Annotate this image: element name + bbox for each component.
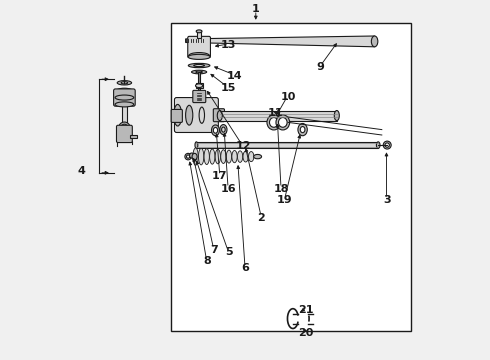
Ellipse shape [121, 82, 127, 84]
Ellipse shape [212, 125, 220, 136]
Ellipse shape [194, 64, 204, 67]
Ellipse shape [174, 104, 182, 126]
Text: 10: 10 [280, 92, 296, 102]
Text: 12: 12 [236, 141, 251, 151]
Ellipse shape [221, 127, 225, 132]
Ellipse shape [187, 155, 190, 158]
Polygon shape [186, 36, 374, 47]
Ellipse shape [189, 53, 210, 59]
Ellipse shape [226, 150, 232, 163]
FancyBboxPatch shape [117, 125, 132, 143]
Ellipse shape [193, 148, 198, 165]
Ellipse shape [270, 117, 278, 127]
Text: 1: 1 [252, 4, 260, 14]
Bar [171, 23, 411, 331]
Ellipse shape [248, 152, 254, 162]
Ellipse shape [196, 30, 202, 33]
Text: 20: 20 [298, 328, 314, 338]
Ellipse shape [116, 88, 132, 93]
Ellipse shape [243, 151, 248, 162]
Ellipse shape [188, 63, 210, 68]
Text: 14: 14 [226, 71, 242, 81]
Text: 3: 3 [383, 195, 391, 205]
Bar [220, 111, 337, 121]
Ellipse shape [383, 141, 391, 149]
Text: 16: 16 [221, 184, 237, 194]
Bar [130, 135, 137, 138]
FancyBboxPatch shape [171, 109, 182, 122]
Ellipse shape [192, 70, 207, 74]
FancyBboxPatch shape [188, 36, 210, 57]
Ellipse shape [267, 115, 281, 130]
Ellipse shape [298, 123, 307, 136]
Ellipse shape [185, 153, 192, 160]
Bar [122, 103, 126, 124]
Bar [197, 31, 201, 38]
Ellipse shape [115, 95, 134, 100]
Text: 15: 15 [221, 83, 237, 93]
Text: 8: 8 [203, 256, 211, 266]
Text: 4: 4 [77, 166, 85, 176]
Text: 19: 19 [277, 195, 293, 205]
Ellipse shape [215, 149, 221, 164]
Text: 7: 7 [211, 245, 218, 255]
Bar [196, 83, 202, 88]
Ellipse shape [217, 111, 222, 121]
Ellipse shape [334, 111, 339, 121]
Ellipse shape [115, 102, 134, 107]
Text: 9: 9 [317, 62, 324, 72]
FancyBboxPatch shape [213, 109, 224, 122]
Ellipse shape [196, 84, 203, 87]
Text: 18: 18 [273, 184, 289, 194]
Text: 6: 6 [241, 263, 249, 273]
Ellipse shape [121, 124, 128, 131]
Ellipse shape [117, 81, 132, 85]
Text: 5: 5 [225, 247, 233, 257]
Ellipse shape [300, 127, 305, 133]
Text: 17: 17 [212, 171, 227, 181]
Ellipse shape [193, 155, 196, 161]
Ellipse shape [238, 151, 243, 162]
Ellipse shape [204, 149, 209, 165]
Bar [196, 142, 378, 148]
Ellipse shape [210, 149, 215, 164]
Ellipse shape [196, 71, 202, 73]
FancyBboxPatch shape [193, 90, 206, 103]
Ellipse shape [376, 142, 380, 148]
Ellipse shape [232, 150, 237, 163]
Ellipse shape [186, 105, 193, 125]
Ellipse shape [190, 153, 194, 158]
Text: 21: 21 [298, 305, 314, 315]
Text: 11: 11 [268, 108, 283, 118]
Ellipse shape [121, 90, 128, 92]
Ellipse shape [385, 143, 390, 147]
Ellipse shape [198, 148, 204, 165]
Bar [197, 92, 201, 101]
Ellipse shape [278, 117, 287, 127]
Text: 13: 13 [221, 40, 237, 50]
Ellipse shape [188, 54, 210, 59]
Ellipse shape [192, 153, 197, 160]
Ellipse shape [220, 125, 227, 135]
Ellipse shape [199, 107, 204, 123]
FancyBboxPatch shape [174, 98, 219, 132]
Text: 2: 2 [257, 213, 265, 223]
Ellipse shape [254, 154, 262, 159]
Ellipse shape [119, 122, 130, 134]
Bar [198, 72, 200, 101]
Ellipse shape [276, 115, 290, 130]
FancyBboxPatch shape [114, 89, 135, 106]
Ellipse shape [213, 127, 218, 133]
Ellipse shape [371, 36, 378, 47]
Ellipse shape [221, 150, 226, 163]
Ellipse shape [195, 142, 198, 148]
